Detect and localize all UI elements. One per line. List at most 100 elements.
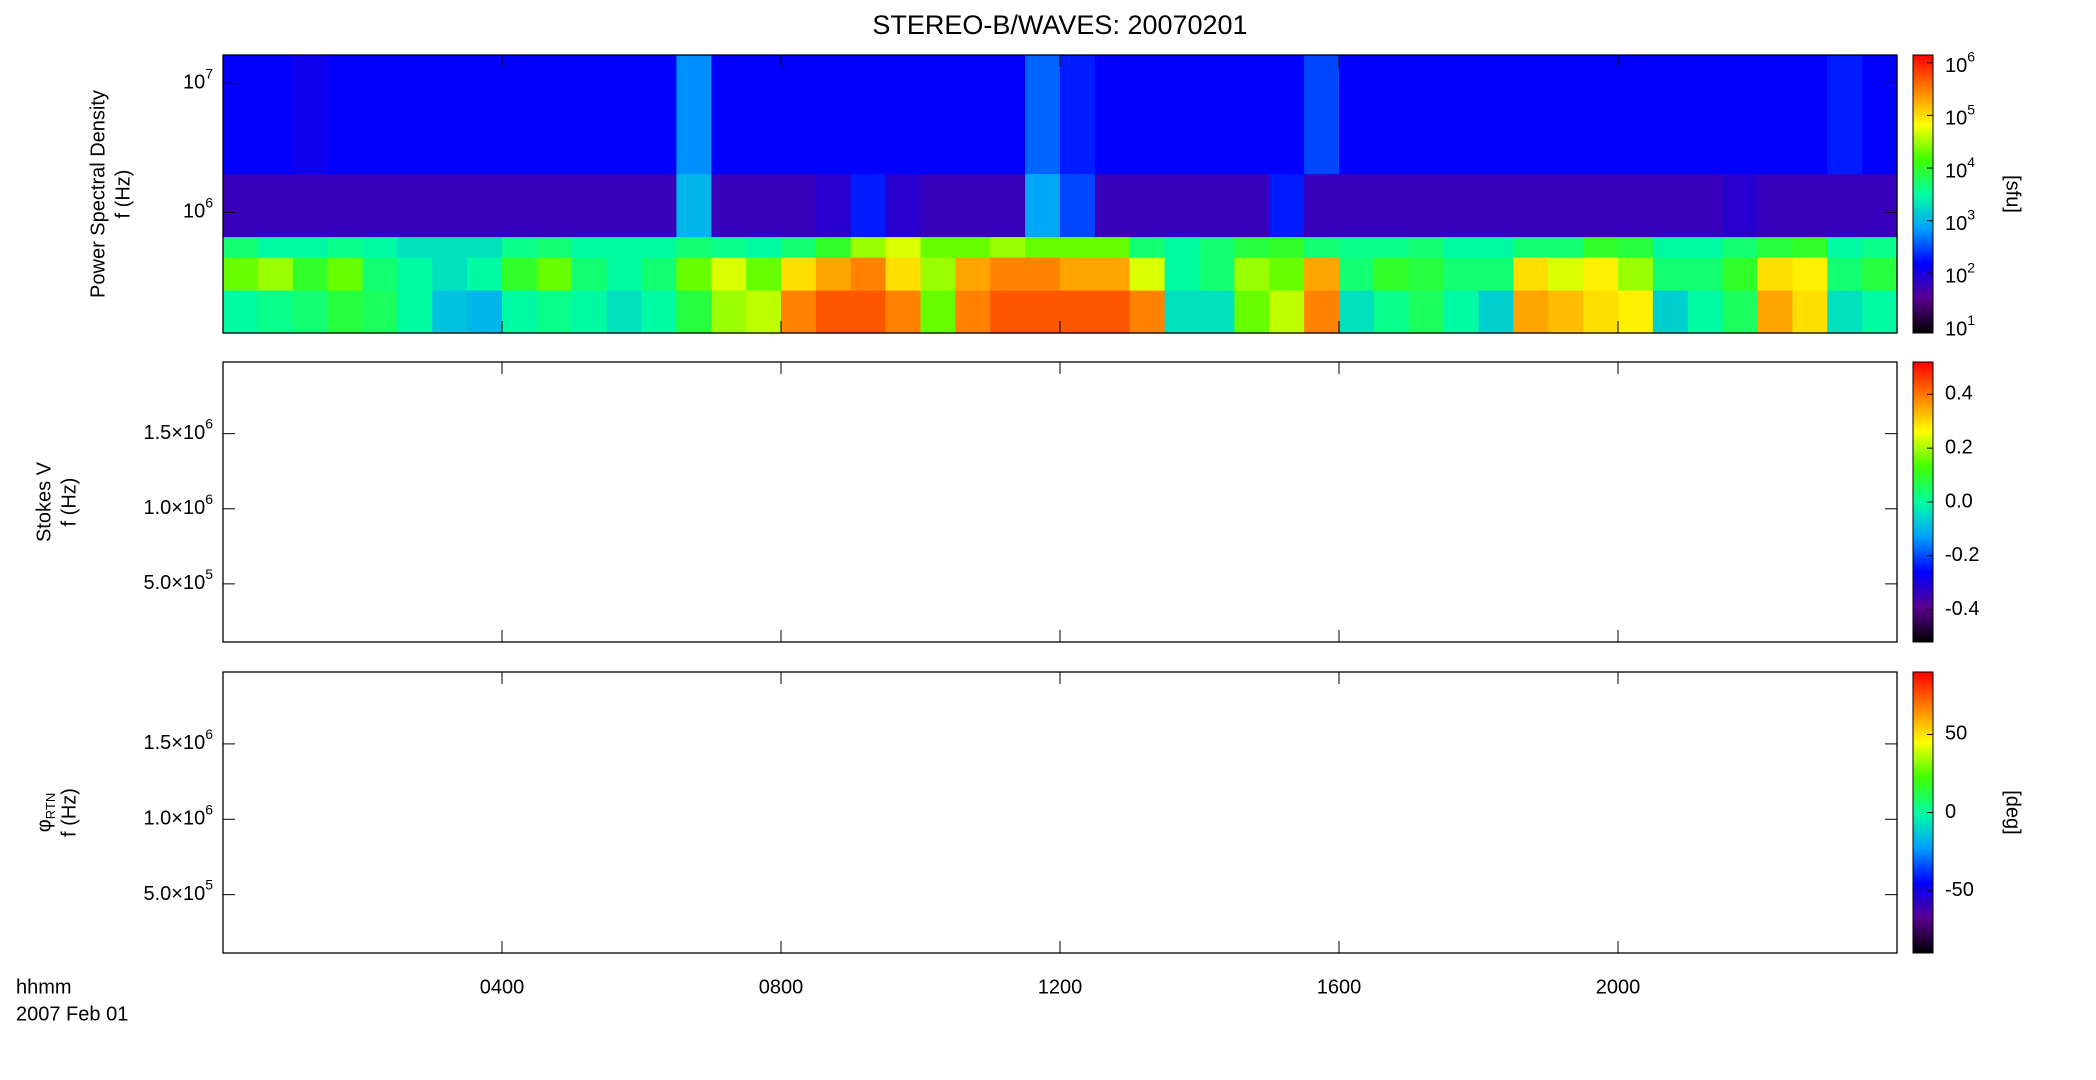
spectrogram-cell xyxy=(1548,173,1584,238)
spectrogram-cell xyxy=(1792,289,1828,334)
spectrogram-cell xyxy=(432,173,468,238)
spectrogram-cell xyxy=(711,236,747,258)
spectrogram-cell xyxy=(990,236,1026,258)
spectrogram-cell xyxy=(362,289,398,334)
spectrogram-cell xyxy=(1513,55,1549,175)
spectrogram-cell xyxy=(955,55,991,175)
x-tick-label: 0400 xyxy=(480,976,525,998)
spectrogram-cell xyxy=(1269,55,1305,175)
spectrogram-cell xyxy=(1618,257,1654,291)
colorbar-tick-label: 50 xyxy=(1945,723,1967,745)
spectrogram-cell xyxy=(1060,257,1096,291)
spectrogram-cell xyxy=(606,173,643,238)
spectrogram-cell xyxy=(1687,236,1724,258)
tick-exponent: 5 xyxy=(205,566,213,582)
spectrogram-cell xyxy=(1094,55,1131,175)
spectrogram-cell xyxy=(1862,236,1898,258)
spectrogram-cell xyxy=(990,257,1026,291)
spectrogram-cell xyxy=(606,236,643,258)
colorbar-tick-label: 0.2 xyxy=(1945,436,1973,458)
spectrogram-cell xyxy=(223,236,259,258)
spectrogram-cell xyxy=(397,55,433,175)
spectrogram-cell xyxy=(1025,257,1061,291)
spectrogram-cell xyxy=(850,236,887,258)
spectrogram-cell xyxy=(362,173,398,238)
spectrogram-cell xyxy=(676,55,712,175)
spectrogram-cell xyxy=(1164,257,1201,291)
spectrogram-cell xyxy=(1478,236,1514,258)
spectrogram-cell xyxy=(1304,173,1340,238)
spectrogram-cell xyxy=(1164,173,1201,238)
colorbar-tick-label: 106 xyxy=(1945,48,1975,77)
spectrogram-cell xyxy=(1792,173,1828,238)
spectrogram-cell xyxy=(571,236,608,258)
spectrogram-cell xyxy=(1652,257,1689,291)
colorbar-tick-label: 0.0 xyxy=(1945,490,1973,512)
spectrogram-cell xyxy=(467,257,503,291)
spectrogram-cell xyxy=(1478,173,1514,238)
spectrogram-cell xyxy=(990,289,1026,334)
spectrogram-cell xyxy=(1164,289,1201,334)
spectrogram-cell xyxy=(502,289,538,334)
spectrogram-cell xyxy=(676,257,712,291)
spectrogram-cell xyxy=(1687,55,1724,175)
spectrogram-cell xyxy=(1687,257,1724,291)
spectrogram-cell xyxy=(1199,236,1235,258)
spectrogram-cell xyxy=(1304,236,1340,258)
spectrogram-cell xyxy=(467,55,503,175)
spectrogram-cell xyxy=(292,236,329,258)
spectrogram-cell xyxy=(641,55,677,175)
spectrogram-cell xyxy=(571,173,608,238)
spectrogram-cell xyxy=(885,257,922,291)
spectrogram-cell xyxy=(1827,236,1863,258)
spectrogram-cell xyxy=(781,55,817,175)
spectrogram-cell xyxy=(467,173,503,238)
y-axis-label: φRTN xyxy=(33,793,58,832)
spectrogram-cell xyxy=(676,173,712,238)
spectrogram-cell xyxy=(1164,55,1201,175)
spectrogram-cell xyxy=(1234,289,1270,334)
spectrogram-cell xyxy=(1827,257,1863,291)
spectrogram-cell xyxy=(1060,55,1096,175)
spectrogram-cell xyxy=(1408,55,1445,175)
spectrogram-cell xyxy=(711,55,747,175)
spectrogram-cell xyxy=(1199,289,1235,334)
spectrogram-cell xyxy=(920,173,956,238)
y-axis-label: Power Spectral Density xyxy=(87,90,109,298)
spectrogram-cell xyxy=(781,236,817,258)
spectrogram-cell xyxy=(1618,236,1654,258)
y-axis-label-sub: RTN xyxy=(43,793,58,819)
spectrogram-cell xyxy=(641,257,677,291)
spectrogram-cell xyxy=(1269,173,1305,238)
spectrogram-cell xyxy=(1408,257,1445,291)
spectrogram-cell xyxy=(746,173,782,238)
x-tick-label: 1200 xyxy=(1038,976,1083,998)
spectrogram-cell xyxy=(850,257,887,291)
spectrogram-cell xyxy=(990,55,1026,175)
spectrogram-cell xyxy=(676,289,712,334)
spectrogram-cell xyxy=(432,55,468,175)
y-tick-label: 1.0×106 xyxy=(143,490,213,519)
spectrogram-cell xyxy=(327,236,364,258)
spectrogram-cell xyxy=(1652,236,1689,258)
spectrogram-cell xyxy=(781,257,817,291)
spectrogram-cell xyxy=(467,236,503,258)
spectrogram-cell xyxy=(1862,257,1898,291)
spectrogram-cell xyxy=(1443,257,1480,291)
spectrogram-cell xyxy=(1548,257,1584,291)
spectrogram-cell xyxy=(1687,173,1724,238)
spectrogram-cell xyxy=(223,173,259,238)
spectrogram-cell xyxy=(1722,257,1759,291)
spectrogram-cell xyxy=(746,289,782,334)
spectrogram-cell xyxy=(257,236,294,258)
spectrogram-cell xyxy=(1757,236,1793,258)
colorbar-tick-label: 0 xyxy=(1945,801,1956,823)
tick-exponent: 6 xyxy=(205,726,213,742)
y-tick-label: 1.5×106 xyxy=(143,726,213,755)
colorbar-tick-label: -50 xyxy=(1945,879,1974,901)
spectrogram-cell xyxy=(641,173,677,238)
spectrogram-cell xyxy=(1687,289,1724,334)
spectrogram-cell xyxy=(1269,257,1305,291)
spectrogram-cell xyxy=(990,173,1026,238)
spectrogram-cell xyxy=(606,55,643,175)
